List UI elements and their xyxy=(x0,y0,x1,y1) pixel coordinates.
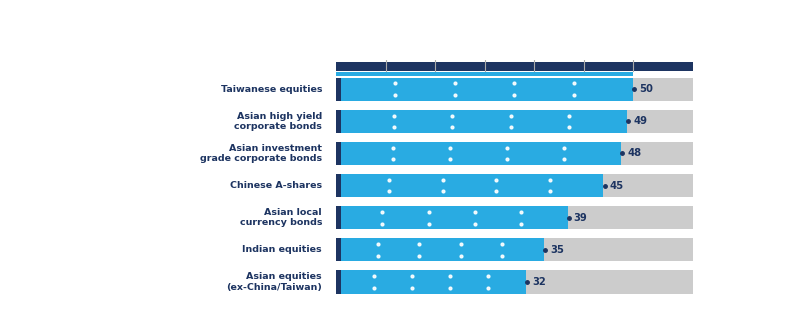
Bar xyxy=(336,174,341,197)
Bar xyxy=(336,72,633,76)
Bar xyxy=(336,174,693,197)
Bar xyxy=(336,110,341,133)
Bar xyxy=(336,271,693,294)
Text: Asian investment
grade corporate bonds: Asian investment grade corporate bonds xyxy=(200,144,322,163)
Text: 49: 49 xyxy=(633,116,647,126)
Text: To which Asian emerging market asset classes is your pension plan expecting to i: To which Asian emerging market asset cla… xyxy=(0,23,800,33)
Bar xyxy=(336,206,341,229)
Bar xyxy=(336,78,693,101)
Bar xyxy=(336,110,693,133)
Text: 48: 48 xyxy=(627,148,642,158)
Bar xyxy=(336,174,603,197)
Text: 39: 39 xyxy=(574,213,587,223)
Bar xyxy=(336,142,341,165)
Bar xyxy=(336,238,693,261)
Text: Chinese A-shares: Chinese A-shares xyxy=(230,181,322,190)
Text: Asian high yield
corporate bonds: Asian high yield corporate bonds xyxy=(234,112,322,131)
Text: Indian equities: Indian equities xyxy=(242,245,322,254)
Bar xyxy=(336,142,622,165)
Bar xyxy=(336,271,341,294)
Bar xyxy=(336,62,693,71)
Bar xyxy=(336,238,341,261)
Bar xyxy=(336,78,633,101)
Text: 50: 50 xyxy=(639,84,653,94)
Text: 35: 35 xyxy=(550,245,564,255)
Text: 32: 32 xyxy=(532,277,546,287)
Bar xyxy=(336,238,544,261)
Text: Taiwanese equities: Taiwanese equities xyxy=(221,85,322,94)
Bar xyxy=(336,206,568,229)
Bar xyxy=(336,271,526,294)
Text: 45: 45 xyxy=(610,180,623,191)
Bar xyxy=(336,206,693,229)
Bar xyxy=(336,110,627,133)
Text: Asian equities
(ex-China/Taiwan): Asian equities (ex-China/Taiwan) xyxy=(226,272,322,292)
Text: Asian local
currency bonds: Asian local currency bonds xyxy=(239,208,322,227)
Bar xyxy=(336,142,693,165)
Bar xyxy=(336,78,341,101)
